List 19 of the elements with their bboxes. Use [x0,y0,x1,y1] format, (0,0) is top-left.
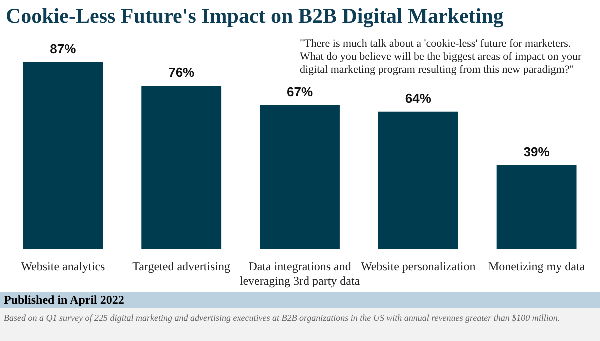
bar [142,86,222,250]
text: Based on a Q1 survey of 225 digital marketing and advertising executives at B2B organizations in the US with annual revenues greater than $100 million. [4,313,560,323]
bar [23,62,104,250]
bar [496,165,577,250]
chart-title: Cookie-Less Future's Impact on B2B Digital Marketing [6,4,504,29]
bar [260,105,340,250]
x-tick-label: Monetizing my data [488,260,586,274]
chart-subtitle: "There is much talk about a 'cookie-less' future for marketers. What do you believe will be the biggest areas of impact on your digital marketing program resulting from this new paradigm?" [300,38,583,77]
data-label: 64% [405,90,432,106]
data-label: 87% [50,42,77,57]
text: Published in April 2022 [0,292,600,308]
data-label: 76% [168,65,196,80]
x-tick-label: Targeted advertising [132,260,231,274]
x-tick-label: Website personalization [361,260,476,274]
data-label: 39% [524,144,550,160]
x-tick-label: Website analytics [21,260,106,274]
bar [378,112,458,250]
x-tick-label: Data integrations and leveraging 3rd party data [240,260,361,288]
data-label: 67% [286,84,314,100]
